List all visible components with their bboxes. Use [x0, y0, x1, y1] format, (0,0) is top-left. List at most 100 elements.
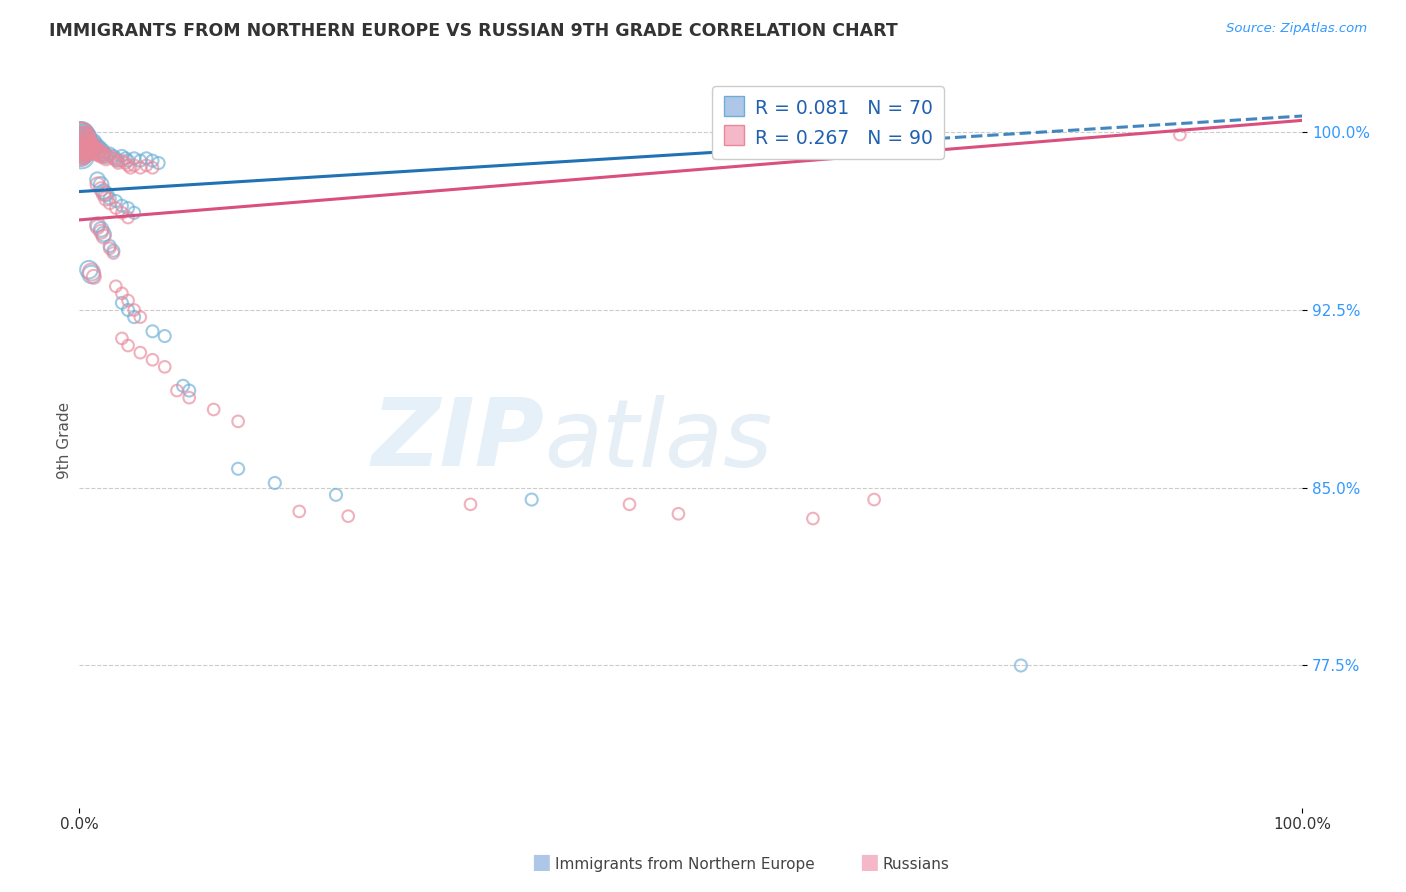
Point	[91, 146, 114, 161]
Point	[75, 137, 97, 152]
Point	[77, 137, 100, 152]
Point	[69, 139, 91, 153]
Point	[75, 132, 97, 146]
Point	[75, 144, 97, 158]
Point	[668, 507, 690, 521]
Point	[80, 265, 103, 279]
Point	[117, 201, 139, 215]
Point	[76, 144, 98, 158]
Point	[72, 130, 94, 145]
Point	[73, 144, 96, 158]
Point	[83, 142, 105, 156]
Point	[104, 194, 127, 208]
Point	[69, 146, 91, 161]
Point	[94, 186, 117, 201]
Point	[111, 206, 134, 220]
Point	[460, 497, 482, 511]
Point	[104, 279, 127, 293]
Point	[141, 324, 163, 338]
Point	[135, 158, 157, 172]
Point	[90, 225, 112, 239]
Point	[79, 142, 101, 156]
Point	[114, 156, 136, 170]
Point	[111, 286, 134, 301]
Point	[89, 144, 111, 158]
Point	[84, 139, 107, 153]
Point	[79, 137, 101, 152]
Point	[73, 142, 96, 156]
Point	[79, 144, 101, 158]
Point	[1168, 128, 1191, 142]
Point	[75, 135, 97, 149]
Point	[70, 132, 93, 146]
Point	[98, 241, 121, 255]
Point	[153, 329, 176, 343]
Point	[337, 509, 360, 524]
Point	[129, 153, 152, 168]
Point	[69, 130, 91, 145]
Point	[172, 379, 194, 393]
Point	[70, 137, 93, 152]
Point	[93, 146, 115, 161]
Point	[79, 139, 101, 153]
Point	[120, 161, 142, 175]
Point	[73, 128, 96, 142]
Point	[325, 488, 347, 502]
Point	[75, 142, 97, 156]
Text: Russians: Russians	[883, 857, 950, 872]
Point	[80, 268, 103, 282]
Point	[141, 161, 163, 175]
Point	[111, 153, 134, 168]
Point	[73, 132, 96, 146]
Point	[103, 149, 125, 163]
Point	[103, 151, 125, 165]
Point	[75, 130, 97, 145]
Point	[72, 135, 94, 149]
Point	[70, 132, 93, 146]
Point	[69, 128, 91, 142]
Point	[103, 244, 125, 258]
Point	[69, 142, 91, 156]
Point	[117, 211, 139, 225]
Point	[86, 172, 108, 186]
Point	[93, 229, 115, 244]
Point	[69, 132, 91, 146]
Point	[82, 137, 104, 152]
Point	[263, 475, 285, 490]
Point	[72, 142, 94, 156]
Text: ■: ■	[859, 853, 879, 872]
Point	[98, 149, 121, 163]
Point	[226, 414, 249, 428]
Point	[90, 222, 112, 236]
Point	[129, 161, 152, 175]
Point	[70, 144, 93, 158]
Point	[75, 139, 97, 153]
Point	[77, 135, 100, 149]
Point	[93, 185, 115, 199]
Point	[801, 511, 824, 525]
Point	[90, 178, 112, 192]
Point	[76, 139, 98, 153]
Text: ■: ■	[531, 853, 551, 872]
Point	[141, 352, 163, 367]
Point	[98, 146, 121, 161]
Point	[90, 146, 112, 161]
Point	[117, 338, 139, 352]
Point	[129, 345, 152, 359]
Point	[94, 151, 117, 165]
Point	[70, 128, 93, 142]
Point	[117, 158, 139, 172]
Point	[114, 151, 136, 165]
Point	[117, 153, 139, 168]
Point	[179, 384, 201, 398]
Point	[75, 132, 97, 146]
Point	[103, 246, 125, 260]
Point	[70, 128, 93, 142]
Point	[111, 199, 134, 213]
Point	[90, 182, 112, 196]
Point	[153, 359, 176, 374]
Point	[84, 144, 107, 158]
Point	[90, 149, 112, 163]
Text: IMMIGRANTS FROM NORTHERN EUROPE VS RUSSIAN 9TH GRADE CORRELATION CHART: IMMIGRANTS FROM NORTHERN EUROPE VS RUSSI…	[49, 22, 898, 40]
Point	[863, 492, 886, 507]
